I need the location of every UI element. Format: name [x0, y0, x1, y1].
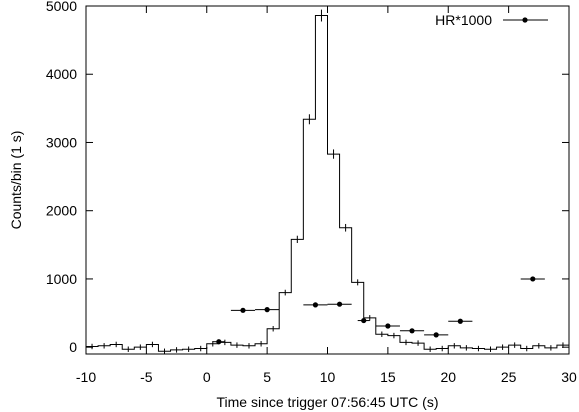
x-tick-label: -5	[140, 369, 153, 385]
x-tick-label: 20	[440, 369, 456, 385]
hr-point	[264, 307, 270, 313]
legend-marker-hr	[522, 17, 528, 23]
y-axis-title: Counts/bin (1 s)	[8, 131, 24, 230]
y-tick-label: 1000	[46, 271, 77, 287]
legend-label-hr: HR*1000	[435, 12, 492, 28]
x-tick-label: 10	[320, 369, 336, 385]
x-tick-label: 15	[380, 369, 396, 385]
y-axis: 0 1000 2000 3000 4000 5000	[46, 0, 569, 355]
x-tick-label: -10	[76, 369, 96, 385]
legend: HR*1000	[435, 12, 548, 28]
x-axis-title: Time since trigger 07:56:45 UTC (s)	[217, 394, 439, 410]
hr-point	[433, 332, 439, 338]
hr-point	[385, 323, 391, 329]
y-tick-label: 3000	[46, 134, 77, 150]
y-tick-label: 0	[69, 339, 77, 355]
hr-point	[312, 302, 319, 308]
hr-point	[409, 328, 415, 334]
y-tick-label: 5000	[46, 0, 77, 14]
y-tick-label: 2000	[46, 203, 77, 219]
x-tick-label: 25	[501, 369, 517, 385]
x-axis: -10 -5 0 5 10 15 20 25 30	[76, 6, 577, 385]
hr-point	[216, 339, 222, 345]
hr-point	[240, 307, 246, 313]
hr-point	[457, 318, 463, 324]
histogram-step-line	[86, 15, 569, 352]
hr-point	[361, 317, 367, 324]
x-tick-label: 30	[561, 369, 577, 385]
hr-point	[530, 276, 536, 282]
y-tick-label: 4000	[46, 66, 77, 82]
x-tick-label: 5	[263, 369, 271, 385]
hr-point	[336, 301, 343, 307]
counts-histogram-series	[86, 9, 569, 354]
x-tick-label: 0	[203, 369, 211, 385]
hr-points-series	[212, 276, 545, 345]
